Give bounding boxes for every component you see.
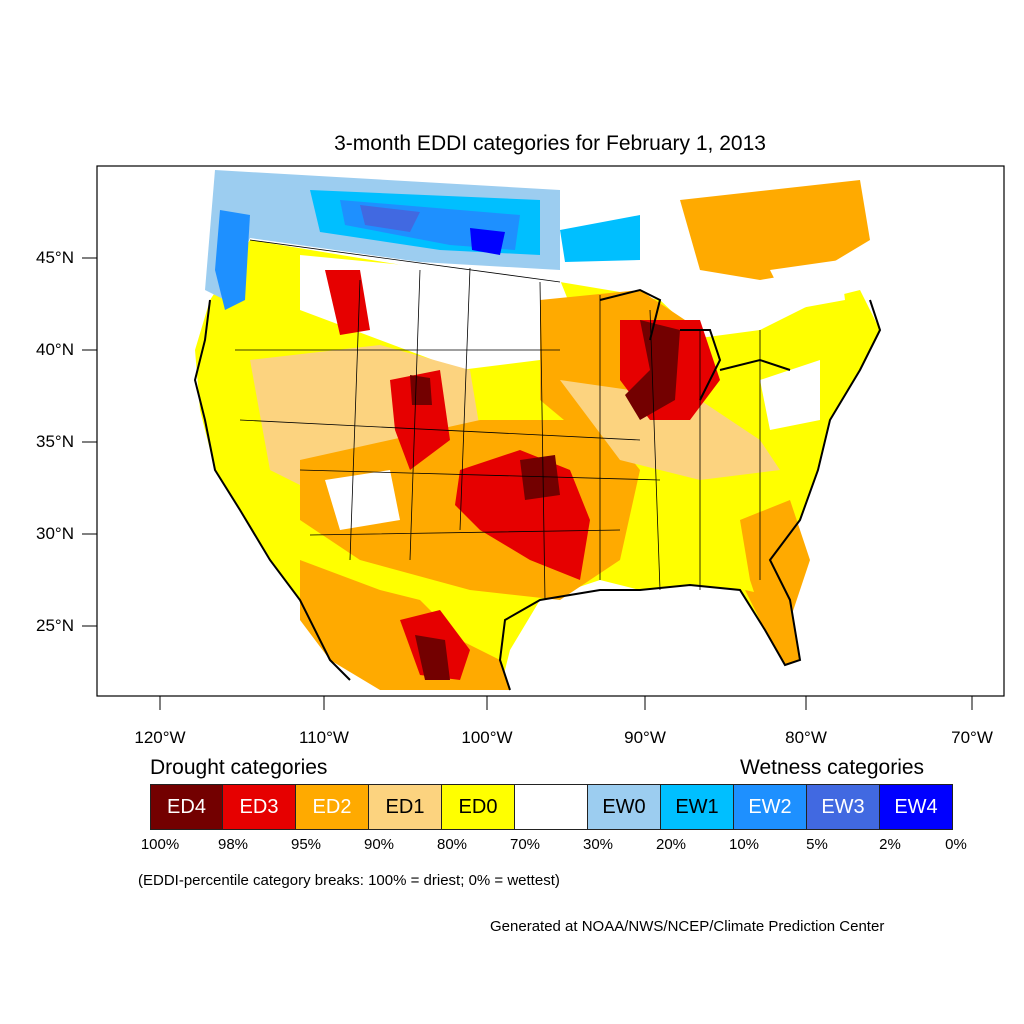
category-note: (EDDI-percentile category breaks: 100% =…	[138, 872, 560, 889]
break-label: 20%	[655, 836, 687, 853]
legend-label-ew2: EW2	[748, 795, 792, 818]
legend-box-ew4: EW4	[880, 784, 953, 830]
break-label: 30%	[582, 836, 614, 853]
coastline	[193, 299, 882, 691]
lat-label-25: 25°N	[36, 616, 74, 635]
break-label: 70%	[509, 836, 541, 853]
nodata-newengland	[770, 260, 845, 310]
state-borders	[235, 239, 761, 601]
legend-box-ed3: ED3	[223, 784, 296, 830]
lon-label-110w: 110°W	[299, 728, 349, 747]
ed4-kansas	[520, 455, 560, 500]
break-label: 95%	[290, 836, 322, 853]
break-label: 90%	[363, 836, 395, 853]
map-frame	[96, 165, 1005, 697]
lat-label-30: 30°N	[36, 524, 74, 543]
nodata-southwest	[325, 470, 400, 530]
legend-label-ed2: ED2	[312, 795, 352, 818]
legend-label-ed4: ED4	[167, 795, 206, 818]
lat-label-35: 35°N	[36, 432, 74, 451]
lat-label-45: 45°N	[36, 248, 74, 267]
legend-label-ed1: ED1	[385, 795, 425, 818]
nodata-north-plains	[300, 255, 580, 370]
ed3-colorado	[390, 370, 450, 470]
legend-label-ew1: EW1	[675, 795, 719, 818]
lon-label-80w: 80°W	[785, 728, 827, 747]
map-title: 3-month EDDI categories for February 1, …	[334, 132, 766, 155]
legend-box-ed4: ED4	[150, 784, 223, 830]
legend-label-ew0: EW0	[602, 795, 646, 818]
break-label: 5%	[806, 836, 828, 853]
nodata-ohio	[760, 360, 820, 430]
break-label: 2%	[879, 836, 901, 853]
ed4-mexico	[415, 635, 450, 680]
break-label: 98%	[217, 836, 249, 853]
lon-label-120w: 120°W	[134, 728, 186, 747]
legend-box-ew1: EW1	[661, 784, 734, 830]
great-lakes	[599, 288, 791, 401]
lat-label-40: 40°N	[36, 340, 74, 359]
category-legend: ED4 ED3 ED2 ED1 ED0 EW0 EW1 EW2 EW3 EW4	[150, 784, 953, 830]
break-label: 0%	[945, 836, 967, 853]
legend-box-ew0: EW0	[588, 784, 661, 830]
lon-label-100w: 100°W	[461, 728, 513, 747]
wet-pnw	[215, 210, 250, 310]
legend-box-ed0: ED0	[442, 784, 515, 830]
legend-box-neutral	[515, 784, 588, 830]
legend-box-ew3: EW3	[807, 784, 880, 830]
wet-canada-core	[360, 205, 420, 232]
credit-line: Generated at NOAA/NWS/NCEP/Climate Predi…	[490, 918, 885, 935]
wetness-heading: Wetness categories	[740, 756, 925, 779]
break-label: 10%	[728, 836, 760, 853]
ed4-wyoming	[410, 375, 432, 405]
axis-ticks	[82, 257, 973, 710]
lon-label-70w: 70°W	[951, 728, 993, 747]
legend-label-ew3: EW3	[821, 795, 865, 818]
drought-heading: Drought categories	[150, 756, 328, 779]
legend-label-ew4: EW4	[894, 795, 938, 818]
wet-canada-max	[470, 228, 505, 255]
legend-label-ed3: ED3	[239, 795, 279, 818]
wet-canada-east	[560, 215, 640, 262]
break-label: 80%	[436, 836, 468, 853]
legend-box-ed2: ED2	[296, 784, 369, 830]
legend-box-ew2: EW2	[734, 784, 807, 830]
dry-midwest-ed1	[560, 380, 780, 480]
lon-label-90w: 90°W	[624, 728, 666, 747]
florida	[745, 590, 800, 665]
break-label: 100%	[140, 836, 180, 853]
dry-northeast	[680, 180, 870, 280]
nodata-canada-east	[840, 166, 1004, 696]
legend-label-ed0: ED0	[458, 795, 498, 818]
legend-box-ed1: ED1	[369, 784, 442, 830]
